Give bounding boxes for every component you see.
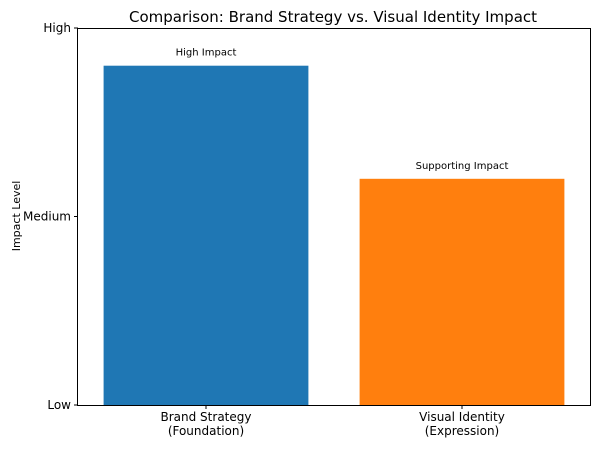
- x-tick-label-1: Brand Strategy (Foundation): [161, 410, 252, 438]
- bar-data-label-2: Supporting Impact: [416, 161, 509, 172]
- x-tick-label-2: Visual Identity (Expression): [419, 410, 505, 438]
- y-axis-label: Impact Level: [10, 181, 23, 252]
- bar-1: [103, 65, 309, 405]
- chart-title: Comparison: Brand Strategy vs. Visual Id…: [129, 8, 537, 26]
- y-tick-label-3: High: [43, 21, 71, 35]
- plot-frame: [77, 28, 591, 406]
- bar-2: [359, 178, 565, 405]
- bar-data-label-1: High Impact: [176, 48, 237, 59]
- y-tick-label-1: Low: [47, 398, 71, 412]
- bars-group: High Impact Supporting Impact: [103, 48, 565, 405]
- ticks-group: Brand Strategy (Foundation) Visual Identit…: [23, 21, 505, 438]
- y-tick-label-2: Medium: [23, 210, 71, 224]
